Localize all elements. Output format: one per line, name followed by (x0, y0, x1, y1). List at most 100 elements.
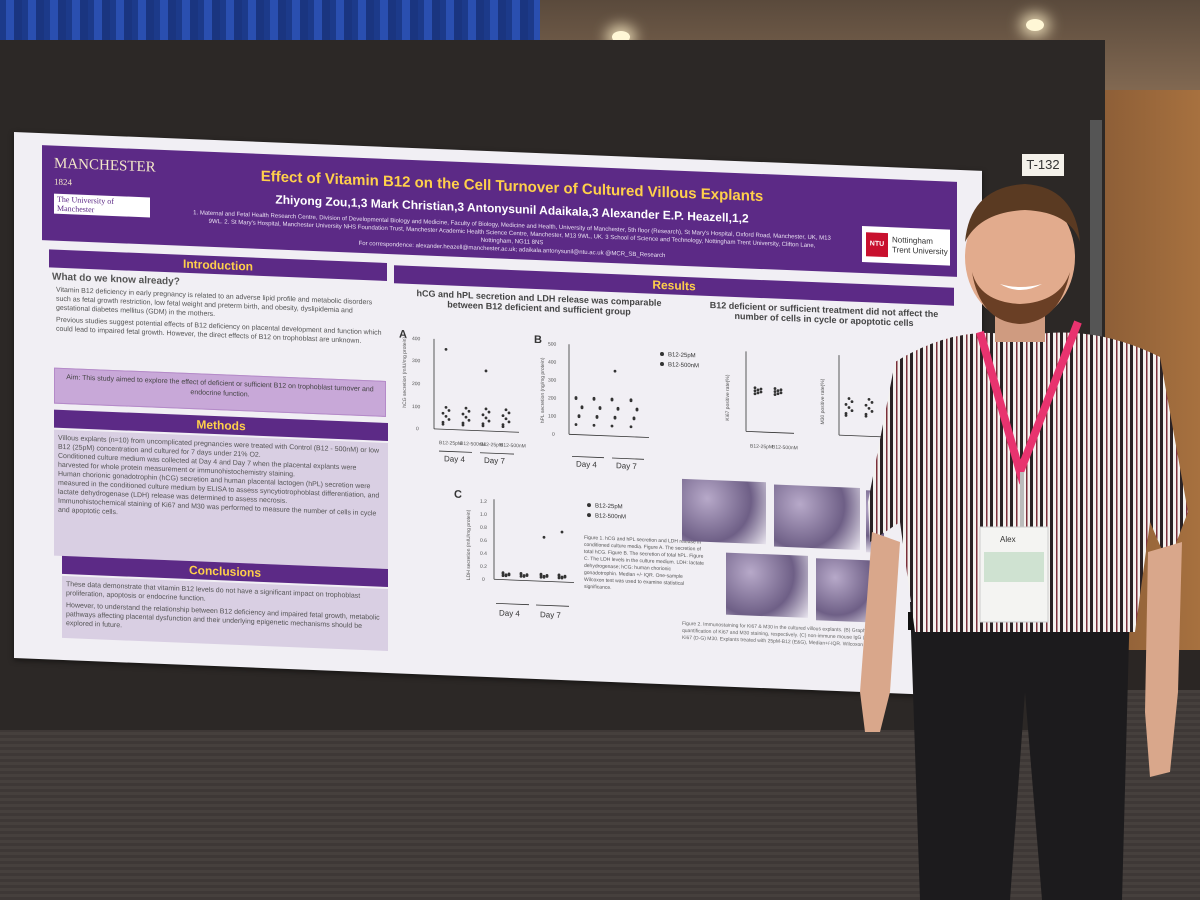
data-point (759, 387, 763, 391)
tick-label: B12-500nM (772, 444, 798, 451)
data-point (592, 397, 596, 401)
data-point (481, 424, 485, 428)
manchester-logo-text: MANCHESTER (54, 155, 156, 176)
data-point (441, 420, 445, 424)
data-point (539, 575, 543, 579)
data-point (864, 414, 868, 418)
tick-label: B12-25pM (750, 444, 773, 451)
data-point (756, 388, 760, 392)
ki67-ylabel: Ki67 positive rate(%) (725, 374, 731, 421)
tick-label: 0.6 (480, 538, 487, 544)
day7-label: Day 7 (616, 461, 637, 471)
manchester-logo-sub: The University of Manchester (54, 193, 150, 218)
data-point (773, 393, 777, 396)
data-point (598, 407, 602, 410)
tick-label: 100 (412, 404, 421, 410)
panel-c-points (501, 530, 567, 580)
data-point (560, 576, 564, 580)
data-point (753, 389, 757, 393)
tick-label: 300 (548, 377, 557, 383)
data-point (504, 574, 508, 578)
data-point (447, 418, 451, 421)
data-point (632, 417, 636, 421)
data-point (539, 573, 543, 577)
data-point (580, 406, 584, 410)
tick-label: 0 (416, 426, 419, 432)
tick-label: 0.8 (480, 525, 487, 531)
data-point (519, 572, 523, 576)
data-point (542, 575, 546, 579)
day7-label: Day 7 (540, 610, 561, 620)
data-point (779, 391, 783, 395)
panel-b-ylabel: hPL secretion (ng/mg protein) (540, 357, 546, 423)
data-point (557, 576, 561, 580)
tick-label: 400 (412, 336, 421, 342)
data-point (616, 407, 620, 411)
data-point (844, 412, 848, 415)
data-point (504, 417, 508, 421)
legend-high: B12-500nM (668, 362, 699, 369)
data-point (850, 400, 854, 404)
data-point (447, 409, 451, 412)
data-point (613, 416, 617, 420)
data-point (522, 575, 526, 578)
data-point (776, 389, 780, 393)
data-point (577, 415, 581, 419)
data-point (756, 391, 760, 395)
tick-label: 1.2 (480, 499, 487, 505)
tick-label: B12-25pM (439, 440, 462, 447)
data-point (560, 530, 564, 534)
legend-low: B12-25pM (668, 352, 696, 359)
panel-b-label: B (534, 334, 542, 346)
m30-points (844, 397, 874, 418)
data-point (501, 425, 505, 429)
data-point (574, 397, 578, 400)
data-point (753, 392, 757, 396)
data-point (461, 412, 465, 416)
data-point (776, 392, 780, 396)
data-point (545, 575, 549, 578)
legend-low: B12-25pM (595, 503, 623, 510)
data-point (507, 411, 511, 415)
tick-label: 300 (412, 358, 421, 364)
tick-label: 500 (548, 341, 557, 347)
data-point (444, 405, 448, 409)
data-point (481, 422, 485, 426)
data-point (501, 572, 505, 576)
legend-high: B12-500nM (595, 513, 626, 520)
data-point (467, 418, 471, 422)
conclusions-body: These data demonstrate that vitamin B12 … (62, 575, 388, 652)
data-point (557, 574, 561, 578)
tick-label: 1.0 (480, 512, 487, 518)
data-point (574, 423, 578, 426)
data-point (504, 408, 508, 412)
data-point (847, 406, 851, 409)
data-point (542, 535, 546, 539)
data-point (464, 406, 468, 410)
introduction-body: Vitamin B12 deficiency in early pregnanc… (56, 286, 386, 347)
micrograph-image (726, 552, 808, 618)
data-point (563, 575, 567, 579)
data-point (519, 574, 523, 578)
trousers (910, 602, 1130, 900)
smile (1000, 284, 1042, 290)
tick-label: B12-500nM (500, 443, 526, 450)
data-point (487, 419, 491, 423)
data-point (844, 403, 848, 406)
tick-label: 0 (482, 577, 485, 583)
panel-b-axis: 0 100 200 300 400 500 (548, 341, 649, 438)
data-point (753, 386, 757, 390)
day4-label: Day 4 (444, 454, 465, 464)
tick-label: B12-25pM (480, 442, 503, 449)
data-point (444, 347, 448, 351)
data-point (467, 409, 471, 413)
data-point (844, 414, 848, 417)
data-point (759, 390, 763, 394)
striped-shirt (868, 332, 1188, 632)
micrograph-image (774, 484, 860, 550)
data-point (481, 413, 485, 417)
micrograph-image (682, 478, 766, 545)
panel-c-label: C (454, 489, 462, 501)
data-point (484, 407, 488, 411)
data-point (501, 414, 505, 418)
